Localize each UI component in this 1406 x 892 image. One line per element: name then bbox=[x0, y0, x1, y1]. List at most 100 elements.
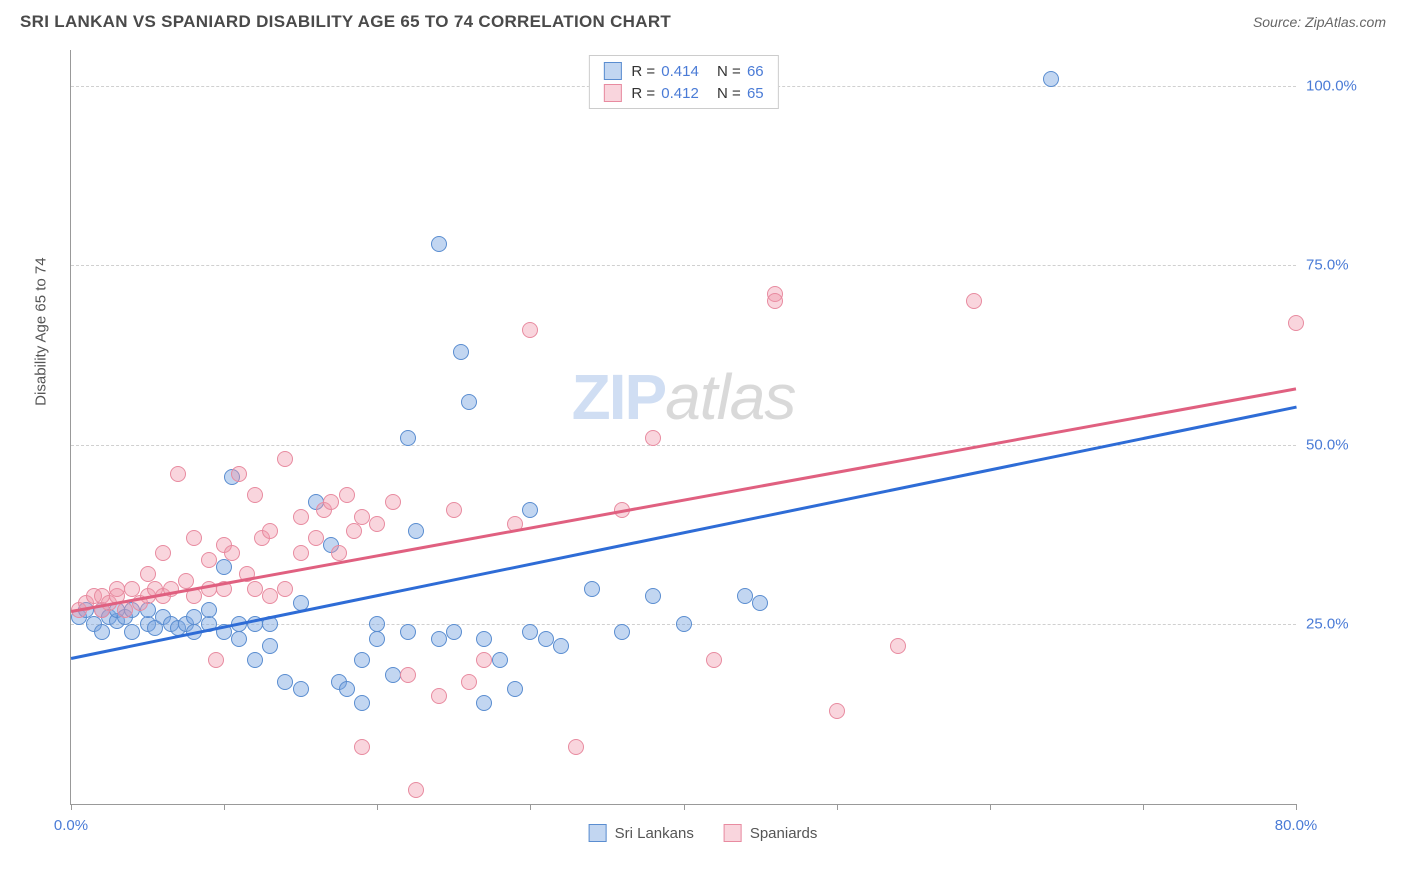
data-point-sri_lankans bbox=[339, 681, 355, 697]
n-value-spaniards: 65 bbox=[747, 85, 764, 102]
data-point-sri_lankans bbox=[476, 631, 492, 647]
data-point-spaniards bbox=[446, 502, 462, 518]
n-label: N = bbox=[717, 85, 741, 102]
data-point-sri_lankans bbox=[369, 616, 385, 632]
data-point-sri_lankans bbox=[752, 595, 768, 611]
data-point-spaniards bbox=[109, 581, 125, 597]
data-point-spaniards bbox=[890, 638, 906, 654]
r-value-spaniards: 0.412 bbox=[661, 85, 699, 102]
data-point-sri_lankans bbox=[446, 624, 462, 640]
grid-line bbox=[71, 265, 1296, 266]
x-tick bbox=[684, 804, 685, 810]
data-point-sri_lankans bbox=[400, 624, 416, 640]
swatch-sri-lankans-icon bbox=[589, 824, 607, 842]
data-point-sri_lankans bbox=[354, 695, 370, 711]
data-point-spaniards bbox=[201, 552, 217, 568]
data-point-sri_lankans bbox=[201, 602, 217, 618]
data-point-spaniards bbox=[346, 523, 362, 539]
x-tick bbox=[377, 804, 378, 810]
x-tick-label: 80.0% bbox=[1275, 817, 1318, 834]
data-point-sri_lankans bbox=[645, 588, 661, 604]
data-point-spaniards bbox=[522, 322, 538, 338]
data-point-sri_lankans bbox=[124, 624, 140, 640]
legend-label-sri-lankans: Sri Lankans bbox=[615, 825, 694, 842]
y-axis-title: Disability Age 65 to 74 bbox=[33, 257, 50, 405]
watermark-atlas: atlas bbox=[665, 361, 795, 433]
data-point-spaniards bbox=[354, 739, 370, 755]
chart-source: Source: ZipAtlas.com bbox=[1253, 14, 1386, 30]
data-point-sri_lankans bbox=[461, 394, 477, 410]
data-point-sri_lankans bbox=[262, 638, 278, 654]
data-point-spaniards bbox=[117, 602, 133, 618]
legend-label-spaniards: Spaniards bbox=[750, 825, 818, 842]
data-point-spaniards bbox=[262, 588, 278, 604]
r-label: R = bbox=[631, 63, 655, 80]
data-point-spaniards bbox=[170, 466, 186, 482]
x-tick bbox=[1296, 804, 1297, 810]
x-tick bbox=[530, 804, 531, 810]
data-point-spaniards bbox=[568, 739, 584, 755]
data-point-sri_lankans bbox=[584, 581, 600, 597]
data-point-spaniards bbox=[966, 293, 982, 309]
data-point-spaniards bbox=[155, 545, 171, 561]
data-point-sri_lankans bbox=[507, 681, 523, 697]
data-point-spaniards bbox=[476, 652, 492, 668]
data-point-sri_lankans bbox=[737, 588, 753, 604]
y-tick-label: 100.0% bbox=[1306, 77, 1376, 94]
data-point-spaniards bbox=[354, 509, 370, 525]
legend-item-sri-lankans: Sri Lankans bbox=[589, 824, 694, 842]
data-point-sri_lankans bbox=[431, 236, 447, 252]
data-point-spaniards bbox=[262, 523, 278, 539]
data-point-sri_lankans bbox=[408, 523, 424, 539]
chart-container: ZIPatlas R = 0.414 N = 66 R = 0.412 N = … bbox=[20, 40, 1386, 850]
data-point-spaniards bbox=[208, 652, 224, 668]
plot-area: ZIPatlas R = 0.414 N = 66 R = 0.412 N = … bbox=[70, 50, 1296, 805]
data-point-sri_lankans bbox=[385, 667, 401, 683]
data-point-spaniards bbox=[293, 545, 309, 561]
n-value-sri-lankans: 66 bbox=[747, 63, 764, 80]
data-point-sri_lankans bbox=[522, 624, 538, 640]
data-point-sri_lankans bbox=[538, 631, 554, 647]
y-tick-label: 50.0% bbox=[1306, 436, 1376, 453]
data-point-spaniards bbox=[385, 494, 401, 510]
data-point-spaniards bbox=[461, 674, 477, 690]
x-tick bbox=[837, 804, 838, 810]
data-point-spaniards bbox=[400, 667, 416, 683]
data-point-sri_lankans bbox=[522, 502, 538, 518]
data-point-spaniards bbox=[829, 703, 845, 719]
data-point-spaniards bbox=[277, 581, 293, 597]
data-point-spaniards bbox=[1288, 315, 1304, 331]
r-value-sri-lankans: 0.414 bbox=[661, 63, 699, 80]
data-point-sri_lankans bbox=[400, 430, 416, 446]
swatch-sri-lankans bbox=[603, 62, 621, 80]
data-point-sri_lankans bbox=[1043, 71, 1059, 87]
data-point-sri_lankans bbox=[216, 559, 232, 575]
data-point-sri_lankans bbox=[431, 631, 447, 647]
data-point-sri_lankans bbox=[614, 624, 630, 640]
data-point-spaniards bbox=[331, 545, 347, 561]
y-tick-label: 25.0% bbox=[1306, 616, 1376, 633]
data-point-spaniards bbox=[431, 688, 447, 704]
swatch-spaniards-icon bbox=[724, 824, 742, 842]
data-point-spaniards bbox=[323, 494, 339, 510]
data-point-sri_lankans bbox=[369, 631, 385, 647]
data-point-spaniards bbox=[706, 652, 722, 668]
data-point-sri_lankans bbox=[676, 616, 692, 632]
y-tick-label: 75.0% bbox=[1306, 257, 1376, 274]
data-point-sri_lankans bbox=[476, 695, 492, 711]
data-point-sri_lankans bbox=[231, 631, 247, 647]
data-point-sri_lankans bbox=[277, 674, 293, 690]
data-point-sri_lankans bbox=[553, 638, 569, 654]
data-point-sri_lankans bbox=[293, 681, 309, 697]
x-tick bbox=[1143, 804, 1144, 810]
x-tick bbox=[224, 804, 225, 810]
data-point-sri_lankans bbox=[94, 624, 110, 640]
correlation-legend: R = 0.414 N = 66 R = 0.412 N = 65 bbox=[588, 55, 778, 109]
legend-row-sri-lankans: R = 0.414 N = 66 bbox=[589, 60, 777, 82]
data-point-spaniards bbox=[293, 509, 309, 525]
data-point-spaniards bbox=[224, 545, 240, 561]
x-tick-label: 0.0% bbox=[54, 817, 88, 834]
chart-title: SRI LANKAN VS SPANIARD DISABILITY AGE 65… bbox=[20, 12, 671, 32]
data-point-sri_lankans bbox=[354, 652, 370, 668]
data-point-sri_lankans bbox=[453, 344, 469, 360]
